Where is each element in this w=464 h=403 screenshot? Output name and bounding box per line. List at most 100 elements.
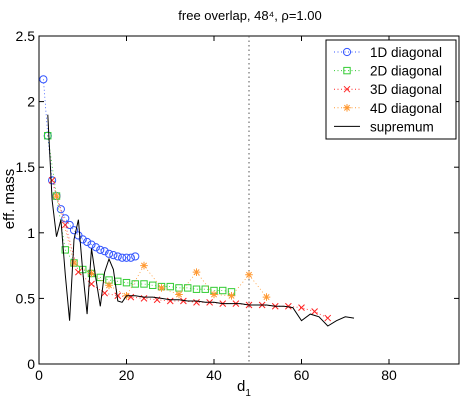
data-point (343, 85, 351, 93)
data-point-shape (48, 176, 56, 184)
data-point (44, 132, 52, 140)
x-tick-label: 40 (206, 367, 222, 383)
data-point (342, 47, 352, 57)
data-point (61, 214, 70, 223)
data-point (285, 302, 292, 310)
data-point (192, 268, 201, 276)
data-point-shape (149, 281, 157, 289)
data-point-shape (87, 240, 96, 249)
data-point-shape (324, 314, 332, 322)
data-point-shape (311, 308, 318, 315)
legend-label: 1D diagonal (370, 45, 442, 60)
y-tick-label: 1 (27, 225, 35, 241)
data-point (131, 280, 139, 288)
data-point (113, 252, 122, 261)
data-point-shape (210, 290, 218, 299)
data-point (166, 282, 174, 291)
y-tick-label: 0 (27, 356, 35, 372)
data-point (75, 268, 82, 276)
data-point (65, 220, 74, 230)
data-point-shape (61, 246, 69, 254)
series-line (47, 135, 232, 293)
data-point-shape (227, 291, 236, 300)
legend-label: 2D diagonal (370, 64, 442, 79)
data-point-shape (140, 261, 148, 270)
data-point-shape (48, 176, 57, 185)
series-4d-diagonal (52, 192, 271, 301)
data-point-shape (91, 243, 100, 252)
data-point (78, 235, 87, 244)
data-point (140, 280, 148, 288)
x-axis-label-main: d (237, 378, 245, 395)
data-point (126, 253, 135, 262)
y-tick-label: 1.5 (16, 159, 36, 175)
data-point-shape (219, 286, 227, 295)
legend-label: supremum (370, 119, 434, 134)
data-point (324, 314, 332, 322)
data-point (245, 270, 253, 279)
data-point-shape (87, 269, 96, 278)
data-point (192, 285, 201, 293)
data-point (87, 269, 96, 278)
legend-label: 3D diagonal (370, 82, 442, 97)
data-point-shape (343, 104, 351, 112)
x-tick-label: 80 (381, 367, 397, 383)
x-tick-label: 0 (35, 367, 43, 383)
data-point (61, 246, 69, 254)
data-point (201, 285, 209, 293)
data-point (100, 247, 109, 256)
data-point-shape (65, 220, 74, 230)
data-point (56, 205, 65, 214)
data-point-shape (343, 85, 351, 93)
data-point (122, 278, 131, 287)
data-point-shape (175, 290, 183, 299)
legend-item: 1D diagonal (334, 45, 442, 60)
data-point (39, 75, 48, 84)
data-point (175, 290, 183, 299)
data-point (52, 192, 61, 200)
data-point-shape (70, 259, 78, 267)
data-point (87, 240, 96, 249)
data-point-shape (201, 285, 209, 293)
y-axis-label: eff. mass (1, 169, 18, 230)
chart-title: free overlap, 48⁴, ρ=1.00 (178, 8, 321, 23)
series-1d-diagonal (39, 75, 140, 262)
data-point-shape (285, 302, 292, 310)
data-point-shape (69, 226, 79, 235)
data-point (262, 293, 271, 301)
data-point (131, 252, 140, 261)
data-point-shape (298, 304, 305, 311)
data-point-shape (118, 253, 127, 262)
data-point (180, 297, 187, 305)
data-point-shape (166, 282, 174, 291)
x-axis-label-subscript: 1 (245, 388, 251, 399)
x-tick-label: 60 (294, 367, 310, 383)
data-point-shape (157, 284, 166, 292)
data-point-shape (61, 214, 70, 223)
data-point-shape (113, 252, 122, 261)
data-point (219, 286, 227, 295)
data-point-shape (184, 284, 192, 292)
data-point-shape (96, 245, 105, 254)
y-tick-label: 0.5 (16, 290, 36, 306)
legend: 1D diagonal 2D diagonal 3D diagonal 4D diag… (325, 39, 457, 140)
data-point-shape (104, 249, 114, 258)
x-axis-label: d1 (237, 378, 251, 399)
data-point-shape (44, 132, 52, 140)
data-point (343, 104, 351, 112)
data-point (105, 281, 113, 290)
data-point-shape (114, 292, 122, 300)
data-point-shape (61, 221, 69, 229)
data-point-shape (52, 192, 61, 200)
data-point (109, 251, 118, 260)
legend-label: 4D diagonal (370, 101, 442, 116)
data-point-shape (262, 293, 271, 301)
data-point (122, 253, 131, 262)
y-tick-label: 2.5 (16, 28, 36, 44)
data-point (61, 221, 69, 229)
data-point-shape (342, 47, 352, 57)
data-point (83, 237, 92, 247)
data-point-shape (180, 297, 187, 305)
data-point-shape (105, 281, 113, 290)
